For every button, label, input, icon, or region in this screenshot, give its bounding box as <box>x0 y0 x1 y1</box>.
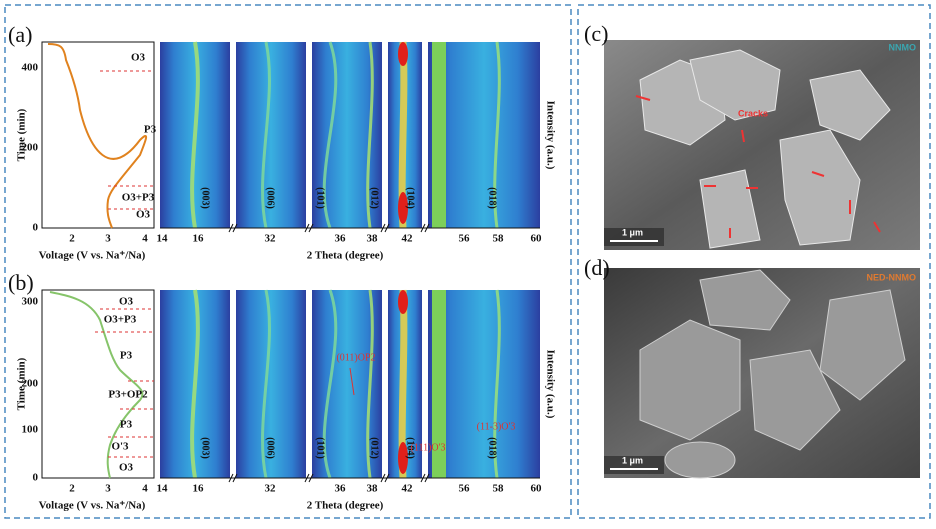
phase-label: O'3 <box>111 441 129 453</box>
phase-label: P3 <box>120 350 133 362</box>
x-tick-label: 3 <box>105 483 111 495</box>
axis-title: Intensity (a.u.) <box>544 101 556 170</box>
peak-label: (003) <box>200 437 211 459</box>
x-tick-label: 42 <box>402 233 414 245</box>
annotation: Cracks <box>738 108 768 118</box>
x-tick-label: 36 <box>335 483 347 495</box>
axis-title: Voltage (V vs. Na⁺/Na) <box>39 250 146 262</box>
y-tick-label: 200 <box>22 142 39 154</box>
y-tick-label: 300 <box>22 296 39 308</box>
panel-label: (c) <box>584 21 608 46</box>
x-tick-label: 60 <box>531 483 543 495</box>
y-tick-label: 0 <box>33 222 39 234</box>
phase-label: O3 <box>131 52 146 64</box>
x-tick-label: 42 <box>402 483 414 495</box>
x-tick-label: 56 <box>459 483 471 495</box>
y-tick-label: 400 <box>22 62 39 74</box>
x-tick-label: 4 <box>142 483 148 495</box>
x-tick-label: 38 <box>367 233 379 245</box>
y-tick-label: 100 <box>22 424 39 436</box>
annotation: (11-3)O'3 <box>477 421 516 432</box>
x-tick-label: 60 <box>531 233 543 245</box>
phase-label: O3 <box>136 209 151 221</box>
x-tick-label: 2 <box>69 483 75 495</box>
x-tick-label: 16 <box>193 233 205 245</box>
annotation: (011)OP2 <box>336 352 375 363</box>
phase-label: O3 <box>119 296 134 308</box>
x-tick-label: 14 <box>157 483 169 495</box>
panel-label: (b) <box>8 270 34 295</box>
x-tick-label: 36 <box>335 233 347 245</box>
annotation: (111)O'3 <box>411 442 446 453</box>
x-tick-label: 14 <box>157 233 169 245</box>
panel-label: (a) <box>8 22 32 47</box>
axis-title: 2 Theta (degree) <box>307 250 384 262</box>
peak-label: (012) <box>369 187 380 209</box>
diffraction-band <box>432 42 446 228</box>
x-tick-label: 38 <box>367 483 379 495</box>
peak-label: (003) <box>200 187 211 209</box>
phase-label: P3 <box>120 419 133 431</box>
heatmaps <box>160 42 540 482</box>
peak-label: (104) <box>405 187 416 209</box>
scale-label: 1 μm <box>622 227 643 237</box>
peak-label: (018) <box>487 187 498 209</box>
x-tick-label: 16 <box>193 483 205 495</box>
x-tick-label: 58 <box>493 483 505 495</box>
y-tick-label: 0 <box>33 472 39 484</box>
phase-label: P3+OP2 <box>108 389 148 401</box>
panel-label: (d) <box>584 255 610 280</box>
hot-spot <box>398 42 408 66</box>
sample-label: NED-NNMO <box>867 272 917 282</box>
peak-label: (006) <box>265 187 276 209</box>
phase-label: O3+P3 <box>104 314 137 326</box>
peak-label: (012) <box>369 437 380 459</box>
x-tick-label: 2 <box>69 233 75 245</box>
x-tick-label: 3 <box>105 233 111 245</box>
peak-label: (101) <box>315 437 326 459</box>
phase-label: O3+P3 <box>122 192 155 204</box>
x-tick-label: 32 <box>265 483 277 495</box>
peak-label: (006) <box>265 437 276 459</box>
axis-title: Intensity (a.u.) <box>544 350 556 419</box>
x-tick-label: 4 <box>142 233 148 245</box>
peak-label: (101) <box>315 187 326 209</box>
phase-label: O3 <box>119 462 134 474</box>
hot-spot <box>398 290 408 314</box>
scale-label: 1 μm <box>622 455 643 465</box>
axis-title: Voltage (V vs. Na⁺/Na) <box>39 500 146 512</box>
x-tick-label: 58 <box>493 233 505 245</box>
sample-label: NNMO <box>889 42 917 52</box>
x-tick-label: 56 <box>459 233 471 245</box>
peak-label: (018) <box>487 437 498 459</box>
x-tick-label: 32 <box>265 233 277 245</box>
phase-label: P3 <box>144 124 157 136</box>
axis-title: 2 Theta (degree) <box>307 500 384 512</box>
figure: (a)Time (min)4002000234Voltage (V vs. Na… <box>0 0 936 524</box>
y-tick-label: 200 <box>22 378 39 390</box>
